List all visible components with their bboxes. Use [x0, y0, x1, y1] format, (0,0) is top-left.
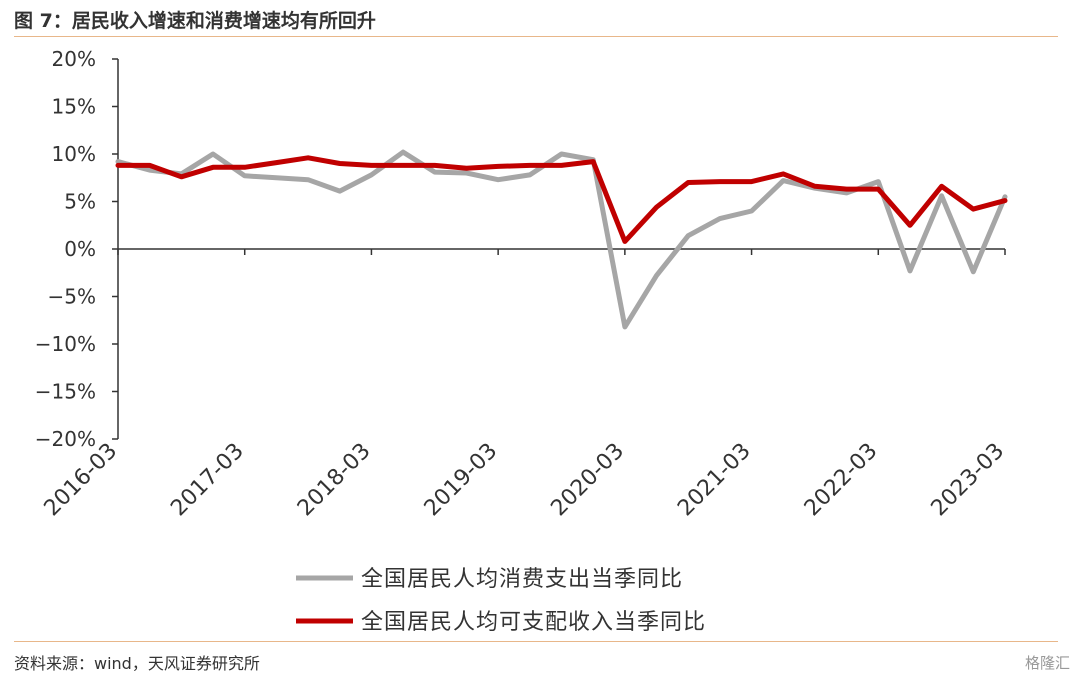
chart-title: 图 7：居民收入增速和消费增速均有所回升 [14, 10, 376, 32]
y-tick-label: −20% [35, 427, 96, 451]
x-tick-label: 2021-03 [673, 439, 756, 522]
y-tick-label: −5% [48, 285, 97, 309]
x-tick-label: 2018-03 [293, 439, 376, 522]
footer-divider [14, 641, 1058, 642]
title-divider [14, 36, 1058, 37]
watermark-logo: 格隆汇 [1024, 654, 1070, 672]
y-tick-label: 20% [52, 47, 96, 71]
x-tick-label: 2023-03 [927, 439, 1010, 522]
y-tick-label: 10% [52, 142, 96, 166]
legend-label: 全国居民人均可支配收入当季同比 [361, 610, 706, 635]
y-tick-label: −10% [35, 332, 96, 356]
series-line-2 [115, 155, 1008, 244]
source-note: 资料来源：wind，天风证券研究所 [14, 654, 260, 673]
x-tick-label: 2020-03 [546, 439, 629, 522]
line-chart: 20%15%10%5%0%−5%−10%−15%−20%2016-03 2017-… [35, 47, 1009, 635]
y-tick-label: 5% [64, 190, 96, 214]
chart-series [115, 149, 1008, 330]
chart-axes: 20%15%10%5%0%−5%−10%−15%−20%2016-03 2017-… [35, 47, 1009, 521]
x-tick-label: 2022-03 [800, 439, 883, 522]
series-line-1 [115, 149, 1008, 330]
x-tick-label: 2017-03 [166, 439, 249, 522]
y-tick-label: −15% [35, 380, 96, 404]
x-tick-label: 2019-03 [420, 439, 503, 522]
y-tick-label: 0% [64, 237, 96, 261]
y-tick-label: 15% [52, 95, 96, 119]
legend-label: 全国居民人均消费支出当季同比 [361, 567, 683, 592]
